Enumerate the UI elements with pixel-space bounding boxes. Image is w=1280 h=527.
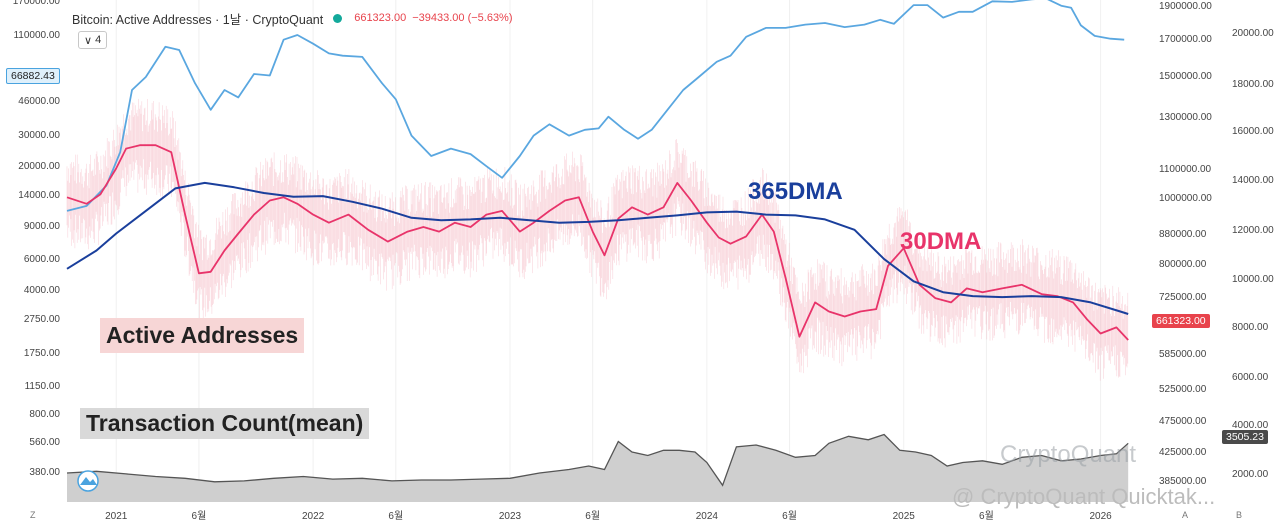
30dma-line (66, 144, 1129, 341)
middle-tick-label: 725000.00 (1159, 292, 1207, 303)
middle-tick-label: 1100000.00 (1159, 164, 1212, 175)
tradingview-logo-icon (77, 470, 99, 492)
left-tick-label: 800.00 (29, 409, 60, 420)
middle-tick-label: 425000.00 (1159, 447, 1207, 458)
middle-tick-label: 475000.00 (1159, 416, 1207, 427)
left-tick-label: 20000.00 (18, 161, 60, 172)
right-tick-label: 6000.00 (1232, 372, 1269, 383)
indicator-count: 4 (95, 34, 102, 46)
middle-tick-label: 1000000.00 (1159, 193, 1212, 204)
x-tick-label: 6월 (388, 510, 403, 522)
left-tick-label: 6000.00 (24, 254, 61, 265)
x-tick-label: 2025 (893, 511, 916, 522)
x-tick-label: 6월 (782, 510, 797, 522)
x-tick-label: 6월 (979, 510, 994, 522)
right-axis-current-badge: 3505.23 (1222, 430, 1268, 444)
left-axis: 170000.00 110000.00 46000.00 30000.00 20000.… (13, 0, 61, 478)
x-axis: 2021 6월 2022 6월 2023 6월 2024 6월 2025 6월 2026 (105, 510, 1112, 522)
x-tick-label: 2026 (1089, 511, 1112, 522)
right-tick-label: 16000.00 (1232, 126, 1274, 137)
axis-b-toggle[interactable]: B (1236, 510, 1243, 520)
indicator-toggle-button[interactable]: ∨ 4 (78, 31, 108, 49)
left-axis-current-badge: 66882.43 (6, 68, 60, 84)
left-tick-label: 9000.00 (24, 221, 61, 232)
middle-tick-label: 880000.00 (1159, 229, 1207, 240)
quicktake-watermark: @ CryptoQuant Quicktak... (952, 484, 1216, 509)
series-3-line (66, 433, 1129, 487)
x-tick-label: 6월 (585, 510, 600, 522)
left-tick-label: 46000.00 (18, 96, 60, 107)
right-tick-label: 2000.00 (1232, 469, 1269, 480)
left-tick-label: 380.00 (29, 467, 60, 478)
transaction-count-label: Transaction Count(mean) (80, 408, 370, 439)
x-tick-label: 6월 (192, 510, 207, 522)
grid-lines (115, 0, 1102, 502)
middle-axis-current-badge: 661323.00 (1152, 314, 1210, 328)
right-tick-label: 10000.00 (1232, 274, 1274, 285)
right-axis: 20000.00 18000.00 16000.00 14000.00 12000.00… (1232, 28, 1274, 480)
x-tick-label: 2023 (499, 511, 522, 522)
status-dot-icon (333, 13, 343, 23)
middle-tick-label: 385000.00 (1159, 476, 1207, 487)
zoom-corner-button[interactable]: Z (30, 510, 36, 520)
middle-tick-label: 1500000.00 (1159, 71, 1212, 82)
x-tick-label: 2024 (696, 511, 719, 522)
left-tick-label: 4000.00 (24, 285, 61, 296)
middle-tick-label: 525000.00 (1159, 384, 1207, 395)
right-tick-label: 8000.00 (1232, 322, 1269, 333)
middle-axis: 1900000.00 1700000.00 1500000.00 1300000.00… (1159, 1, 1212, 487)
365dma-line (66, 181, 1129, 315)
chevron-down-icon: ∨ (84, 34, 93, 47)
series-0-line (66, 0, 1125, 212)
logo-mountain (80, 477, 97, 485)
x-tick-label: 2021 (105, 511, 128, 522)
middle-tick-label: 1900000.00 (1159, 1, 1212, 12)
left-tick-label: 1750.00 (24, 348, 61, 359)
chart-title: Bitcoin: Active Addresses · 1날 · CryptoQ… (72, 12, 324, 27)
price-change: −39433.00 (−5.63%) (412, 12, 513, 24)
left-tick-label: 14000.00 (18, 190, 60, 201)
left-tick-label: 30000.00 (18, 130, 60, 141)
left-tick-label: 560.00 (29, 437, 60, 448)
left-tick-label: 2750.00 (24, 314, 61, 325)
middle-tick-label: 800000.00 (1159, 259, 1207, 270)
x-tick-label: 2022 (302, 511, 325, 522)
right-tick-label: 14000.00 (1232, 175, 1274, 186)
middle-tick-label: 585000.00 (1159, 349, 1207, 360)
right-tick-label: 20000.00 (1232, 28, 1274, 39)
middle-tick-label: 1300000.00 (1159, 112, 1212, 123)
cryptoquant-watermark: CryptoQuant (1000, 441, 1137, 468)
series-layer (66, 0, 1129, 502)
axis-a-toggle[interactable]: A (1182, 510, 1189, 520)
chart-header: Bitcoin: Active Addresses · 1날 · CryptoQ… (72, 8, 513, 28)
left-tick-label: 1150.00 (25, 381, 61, 392)
left-tick-label: 110000.00 (13, 30, 60, 41)
left-tick-label: 170000.00 (13, 0, 61, 7)
right-tick-label: 18000.00 (1232, 79, 1274, 90)
right-tick-label: 12000.00 (1232, 225, 1274, 236)
ma365-label: 365DMA (748, 178, 843, 205)
active-addresses-label: Active Addresses (100, 318, 305, 353)
ma30-label: 30DMA (900, 228, 982, 255)
current-price: 661323.00 (354, 12, 407, 24)
right-tick-label: 4000.00 (1232, 420, 1269, 431)
middle-tick-label: 1700000.00 (1159, 34, 1212, 45)
